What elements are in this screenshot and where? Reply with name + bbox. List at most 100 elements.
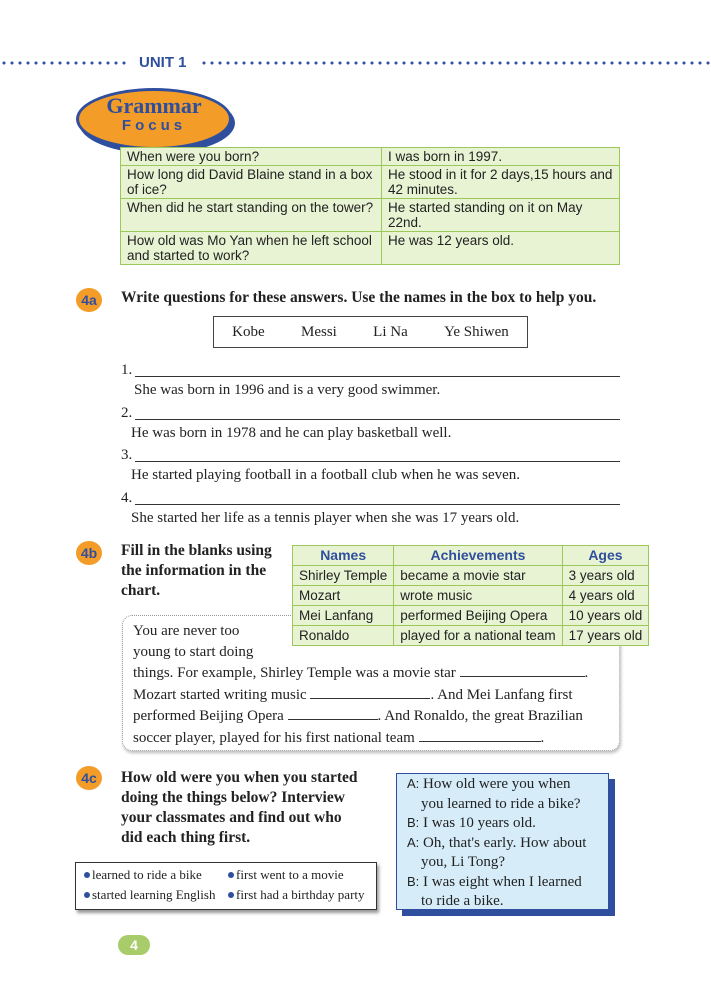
speaker: B: bbox=[407, 815, 420, 830]
table-cell: 3 years old bbox=[561, 565, 650, 586]
blank-1[interactable] bbox=[459, 662, 585, 677]
grammar-row: When did he start standing on the tower?… bbox=[120, 198, 620, 232]
item-number: 3. bbox=[121, 447, 133, 463]
table-cell: Mei Lanfang bbox=[291, 605, 395, 626]
write-line[interactable] bbox=[135, 461, 620, 462]
dialogue-text: Oh, that's early. How about bbox=[423, 834, 587, 851]
exercise-badge-4a: 4a bbox=[76, 288, 102, 312]
table-cell: Shirley Temple bbox=[291, 565, 395, 586]
bullet-text: first had a birthday party bbox=[236, 887, 365, 902]
table-row: Mozart wrote music 4 years old bbox=[291, 585, 650, 606]
bullet-item: started learning English bbox=[84, 887, 215, 903]
para-line: You are never too bbox=[133, 623, 240, 639]
table-cell: became a movie star bbox=[393, 565, 563, 586]
grammar-table: When were you born? I was born in 1997. Ho… bbox=[120, 147, 620, 265]
table-cell: Mozart bbox=[291, 585, 395, 606]
dialogue-line: A: Oh, that's early. How about bbox=[407, 834, 608, 854]
answer-cell: He started standing on it on May 22nd. bbox=[381, 198, 620, 232]
instruction-4c: How old were you when you started doing … bbox=[121, 769, 358, 846]
fill-in-paragraph: You are never too young to start doing t… bbox=[133, 621, 611, 748]
col-header: Achievements bbox=[393, 545, 563, 566]
dialogue-text: you learned to ride a bike? bbox=[421, 795, 581, 812]
blank-3[interactable] bbox=[287, 705, 378, 720]
table-cell: played for a national team bbox=[393, 625, 563, 646]
grammar-row: How old was Mo Yan when he left school a… bbox=[120, 231, 620, 265]
name: Kobe bbox=[232, 323, 265, 340]
bullet-icon bbox=[84, 872, 90, 878]
table-cell: Ronaldo bbox=[291, 625, 395, 646]
logo-line1: Grammar bbox=[106, 93, 202, 118]
table-cell: 17 years old bbox=[561, 625, 650, 646]
dialogue-box: A: How old were you when you learned to r… bbox=[396, 773, 609, 910]
para-line: performed Beijing Opera bbox=[133, 708, 284, 724]
given-answer: She was born in 1996 and is a very good … bbox=[134, 382, 441, 398]
given-answer: He was born in 1978 and he can play bask… bbox=[131, 424, 452, 441]
question-cell: How long did David Blaine stand in a box… bbox=[120, 165, 382, 199]
para-line: . And Ronaldo, the great Brazilian bbox=[377, 708, 583, 724]
table-row: Ronaldo played for a national team 17 year… bbox=[291, 625, 650, 646]
name: Messi bbox=[300, 323, 337, 340]
question-line[interactable]: 3. bbox=[121, 447, 620, 465]
bullet-icon bbox=[228, 892, 234, 898]
speaker: B: bbox=[407, 873, 420, 889]
write-line[interactable] bbox=[135, 418, 620, 420]
achievements-table: Names Achievements Ages Shirley Temple be… bbox=[291, 545, 650, 646]
answer-cell: He was 12 years old. bbox=[381, 231, 620, 265]
activities-box: learned to ride a bike first went to a m… bbox=[75, 862, 377, 910]
table-cell: wrote music bbox=[393, 585, 563, 606]
unit-label: UNIT 1 bbox=[139, 54, 187, 71]
dotted-rule-right bbox=[200, 61, 711, 65]
blank-2[interactable] bbox=[310, 684, 431, 699]
given-answer: He started playing football in a footbal… bbox=[131, 467, 521, 483]
table-cell: 4 years old bbox=[561, 585, 650, 606]
col-header: Ages bbox=[561, 545, 650, 566]
answer-cell: He stood in it for 2 days,15 hours and 4… bbox=[381, 165, 620, 199]
dialogue-line: B: I was 10 years old. bbox=[407, 814, 608, 834]
name: Ye Shiwen bbox=[444, 323, 509, 340]
table-row: Mei Lanfang performed Beijing Opera 10 yea… bbox=[291, 605, 650, 626]
bullet-icon bbox=[228, 872, 234, 878]
bullet-text: started learning English bbox=[92, 887, 216, 902]
speaker: A: bbox=[407, 834, 420, 850]
bullet-item: first had a birthday party bbox=[228, 887, 365, 903]
question-line[interactable]: 1. bbox=[121, 362, 620, 380]
question-line[interactable]: 4. bbox=[121, 490, 620, 508]
page-number: 4 bbox=[118, 935, 150, 955]
dialogue-text: How old were you when bbox=[423, 776, 571, 792]
blank-4[interactable] bbox=[418, 727, 541, 742]
para-line: young to start doing bbox=[133, 643, 254, 660]
answer-cell: I was born in 1997. bbox=[381, 147, 620, 166]
names-box: Kobe Messi Li Na Ye Shiwen bbox=[213, 316, 528, 348]
table-cell: 10 years old bbox=[561, 605, 650, 626]
dialogue-line: A: How old were you when bbox=[407, 775, 608, 795]
col-header: Names bbox=[291, 545, 395, 566]
item-number: 2. bbox=[121, 404, 133, 421]
grammar-focus-logo: Grammar Focus bbox=[76, 88, 232, 150]
write-line[interactable] bbox=[135, 503, 620, 505]
dialogue-text: to ride a bike. bbox=[421, 893, 504, 909]
item-number: 1. bbox=[121, 362, 133, 378]
para-line: things. For example, Shirley Temple was … bbox=[133, 665, 456, 681]
item-number: 4. bbox=[121, 489, 133, 506]
bullet-icon bbox=[84, 892, 90, 898]
para-line: Mozart started writing music bbox=[133, 686, 307, 703]
bullet-text: learned to ride a bike bbox=[92, 867, 202, 882]
given-answer: She started her life as a tennis player … bbox=[131, 509, 520, 526]
dialogue-line: B: I was eight when I learned bbox=[407, 873, 608, 893]
table-row: Shirley Temple became a movie star 3 years… bbox=[291, 565, 650, 586]
question-cell: How old was Mo Yan when he left school a… bbox=[120, 231, 382, 265]
question-line[interactable]: 2. bbox=[121, 405, 620, 423]
para-line: soccer player, played for his first nati… bbox=[133, 729, 415, 746]
question-cell: When were you born? bbox=[120, 147, 382, 166]
exercise-badge-4b: 4b bbox=[76, 541, 102, 565]
logo-line2: Focus bbox=[121, 117, 187, 134]
table-cell: performed Beijing Opera bbox=[393, 605, 563, 626]
bullet-item: learned to ride a bike bbox=[84, 867, 202, 883]
grammar-row: How long did David Blaine stand in a box… bbox=[120, 165, 620, 199]
instruction-4a: Write questions for these answers. Use t… bbox=[121, 289, 597, 306]
instruction-4b: Fill in the blanks using the information… bbox=[121, 542, 272, 599]
write-line[interactable] bbox=[135, 376, 620, 377]
dialogue-text: I was eight when I learned bbox=[423, 873, 582, 890]
dialogue-text: you, Li Tong? bbox=[421, 854, 506, 870]
